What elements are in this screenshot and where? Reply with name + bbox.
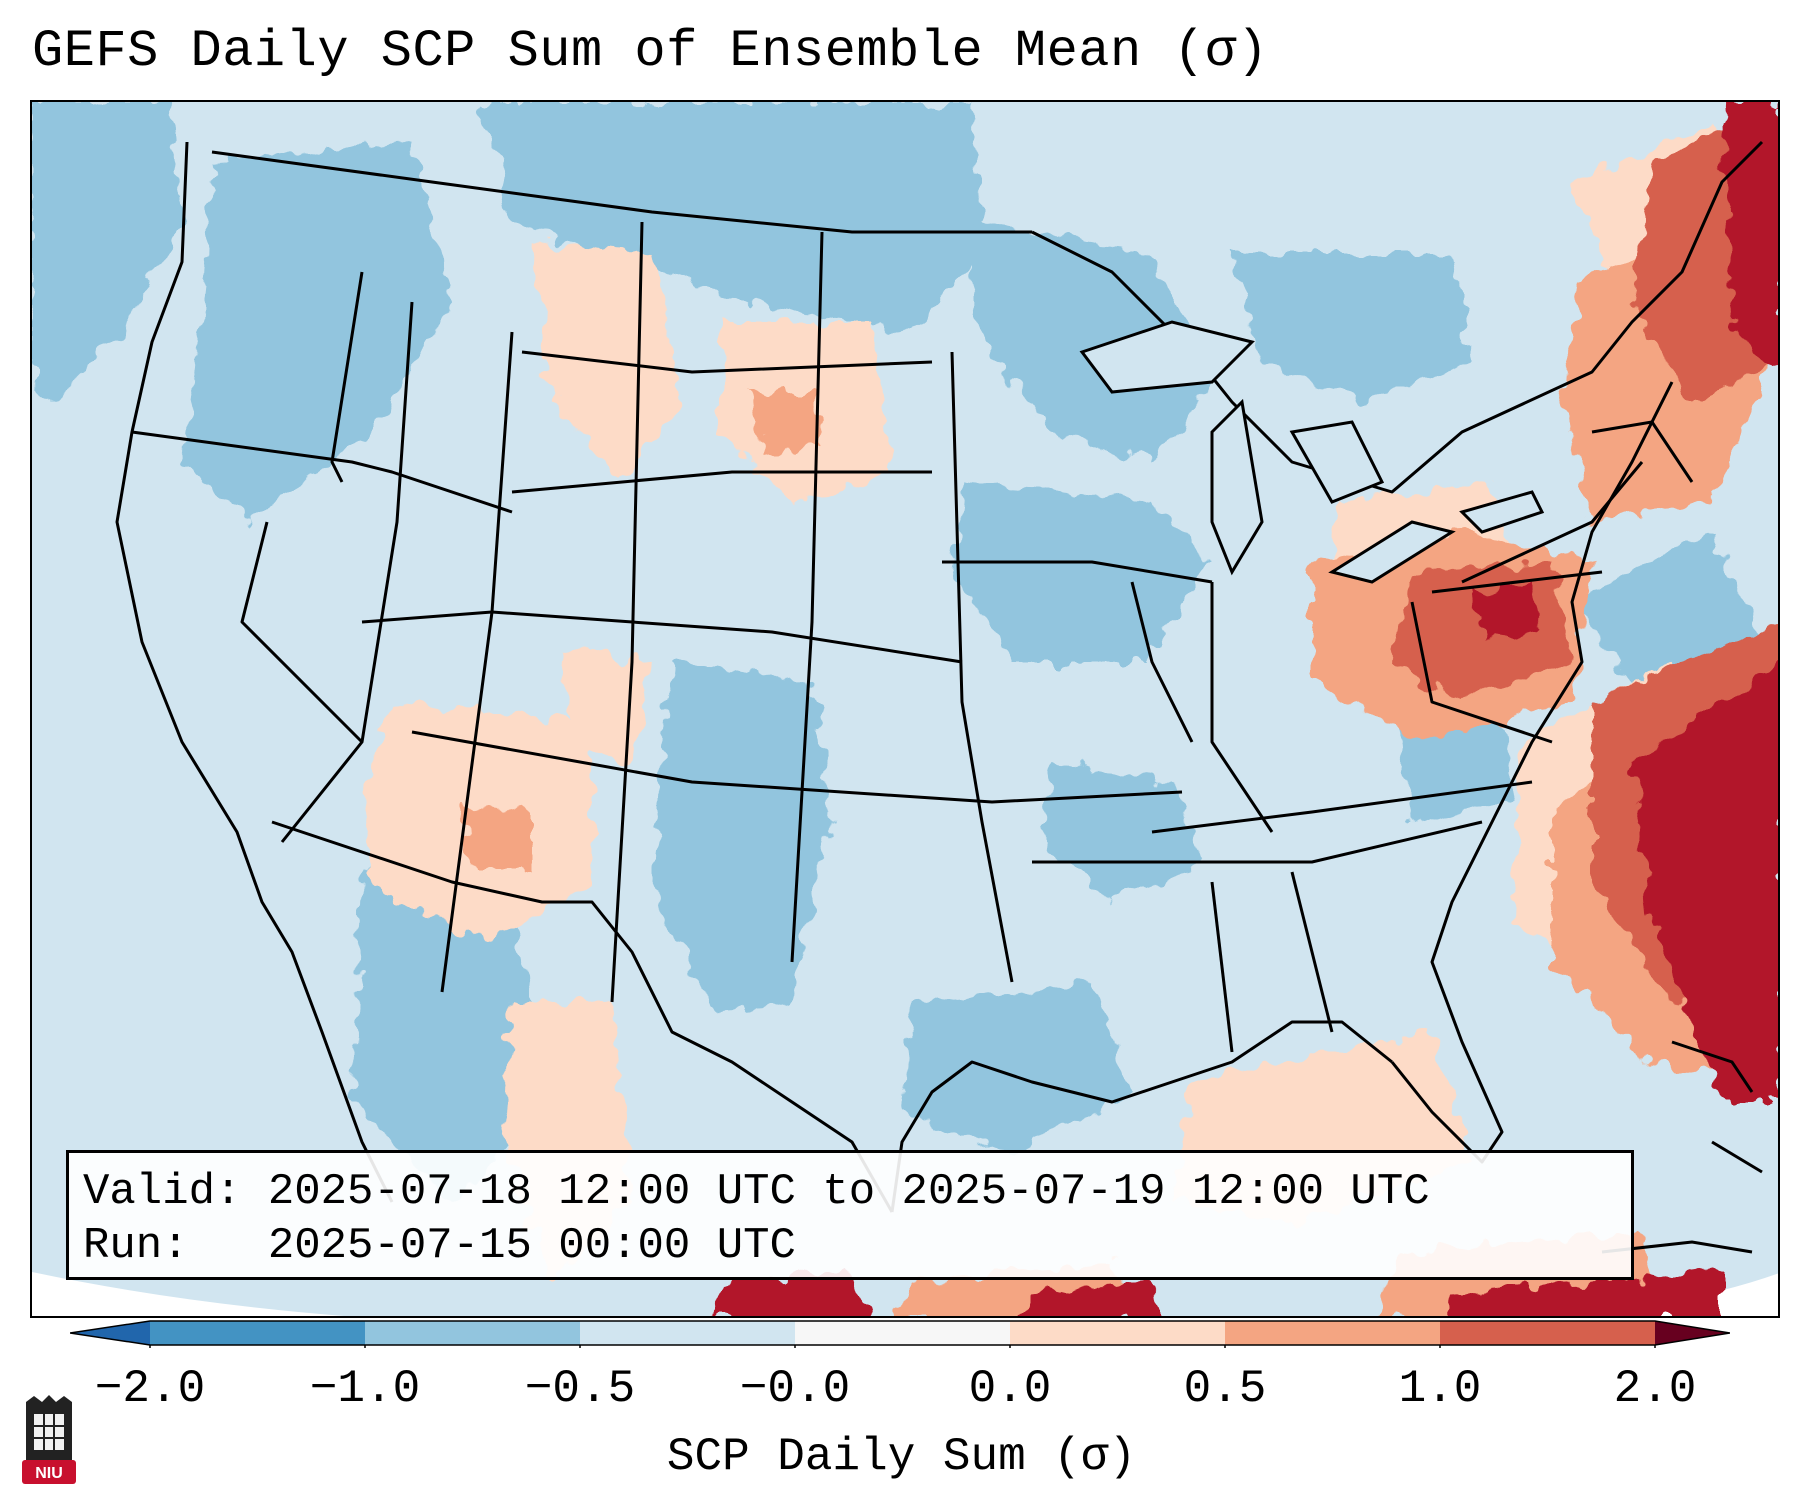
nebraska-moderate xyxy=(752,392,822,452)
ontario-negative xyxy=(1232,252,1472,402)
nv-ut-border xyxy=(280,301,414,843)
pa-md-border xyxy=(1431,570,1603,594)
colorbar-tick-label: 2.0 xyxy=(1613,1363,1697,1415)
tn-ky-border xyxy=(1151,780,1533,834)
gulf-coast-negative xyxy=(902,982,1132,1152)
colorbar-segment xyxy=(1225,1321,1440,1345)
colorbar-label: SCP Daily Sum (σ) xyxy=(666,1431,1137,1483)
niu-logo-text: NIU xyxy=(35,1465,63,1482)
mexico-border xyxy=(271,820,894,1213)
plains-border-2 xyxy=(950,351,1014,983)
lake-ontario xyxy=(1459,490,1545,534)
map-canvas xyxy=(32,102,1778,1316)
run-label: Run: xyxy=(83,1221,189,1271)
gulf-coastline xyxy=(890,1020,1393,1213)
niu-logo-window xyxy=(34,1414,64,1450)
ms-al-border xyxy=(1032,820,1483,864)
gulf-stream-very-high xyxy=(1632,664,1778,1102)
valid-time: 2025-07-18 12:00 UTC to 2025-07-19 12:00… xyxy=(267,1167,1430,1217)
niu-logo-window-grid xyxy=(34,1414,64,1450)
washington-oregon-negative xyxy=(182,142,452,522)
colorbar-tick-label: −1.0 xyxy=(309,1363,421,1415)
ne-ia-border xyxy=(942,560,1213,584)
lake-superior-negative xyxy=(962,222,1212,462)
colorbar-tick-label: −0.5 xyxy=(524,1363,636,1415)
canada-plains-negative xyxy=(482,102,982,332)
colorbar-segment xyxy=(580,1321,795,1345)
off-domain-corner-left xyxy=(32,1272,345,1316)
map-panel xyxy=(30,100,1780,1318)
colorbar-tick-label: −2.0 xyxy=(94,1363,206,1415)
iowa-illinois-negative xyxy=(952,482,1212,662)
yucatan-very-high xyxy=(713,1272,871,1316)
lake-superior xyxy=(1079,320,1255,394)
turks-caicos xyxy=(1711,1140,1763,1174)
lake-huron xyxy=(1289,420,1385,504)
map-title: GEFS Daily SCP Sum of Ensemble Mean (σ) xyxy=(32,22,1269,81)
pacific-nw-negative xyxy=(32,102,182,402)
ok-ks-border xyxy=(411,730,1183,804)
valid-label: Valid: xyxy=(83,1167,242,1217)
colorbar-tick-label: 0.0 xyxy=(968,1363,1052,1415)
pacific-coastline xyxy=(115,141,394,1203)
colorbar-under-arrow xyxy=(70,1321,150,1345)
arizona-moderate xyxy=(462,802,532,872)
ca-nv-border xyxy=(240,521,364,744)
colorbar xyxy=(70,1320,1730,1348)
al-ga-border xyxy=(1290,871,1334,1033)
colorbar-tick-label: 1.0 xyxy=(1398,1363,1482,1415)
canada-border-west xyxy=(211,150,1032,234)
mo-il-border xyxy=(1130,581,1194,743)
plains-border-1 xyxy=(790,231,824,963)
colorbar-ticks xyxy=(149,1345,1656,1348)
lake-michigan xyxy=(1210,398,1264,576)
colorbar-over-arrow xyxy=(1655,1321,1730,1345)
new-england-border xyxy=(1591,420,1694,483)
colorbar-tick-label: −0.0 xyxy=(739,1363,851,1415)
colorbar-segment xyxy=(1440,1321,1655,1345)
cuba-very-high xyxy=(1023,1282,1161,1316)
niu-logo-band xyxy=(22,1460,76,1484)
baja-negative xyxy=(352,862,552,1202)
west-texas-negative xyxy=(652,662,832,1012)
virginia-very-high xyxy=(1472,582,1542,642)
colorbar-segment xyxy=(795,1321,1010,1345)
hispaniola-very-high xyxy=(1443,1272,1722,1316)
ny-pa-border xyxy=(1461,461,1644,584)
map-borders xyxy=(115,140,1764,1213)
niu-logo: NIU xyxy=(22,1395,76,1484)
ms-al-vertical xyxy=(1210,881,1234,1053)
nm-co-border xyxy=(610,221,644,1003)
or-ca-border xyxy=(131,430,513,514)
co-wy-border xyxy=(361,610,963,664)
off-domain-corner-right xyxy=(1570,1273,1778,1316)
valid-run-info-box: Valid: 2025-07-18 12:00 UTC to 2025-07-1… xyxy=(66,1150,1634,1280)
colorbar-tick-label: 0.5 xyxy=(1183,1363,1267,1415)
colorbar-segment xyxy=(1010,1321,1225,1345)
colorbar-segment xyxy=(150,1321,365,1345)
mt-nd-border xyxy=(521,350,933,374)
maritimes-very-high xyxy=(1722,102,1778,378)
run-time: 2025-07-15 00:00 UTC xyxy=(267,1221,796,1271)
very-high-positive-field xyxy=(713,102,1778,1316)
bahamas xyxy=(1671,1040,1754,1093)
wa-id-border xyxy=(330,271,364,483)
il-in-border xyxy=(1210,582,1274,833)
great-lakes xyxy=(1079,320,1545,584)
colorbar-segment xyxy=(365,1321,580,1345)
wv-va-border xyxy=(1410,601,1553,744)
wy-sd-border xyxy=(511,470,932,494)
negative-anomaly-field xyxy=(32,102,1772,1202)
lake-erie xyxy=(1328,520,1456,584)
